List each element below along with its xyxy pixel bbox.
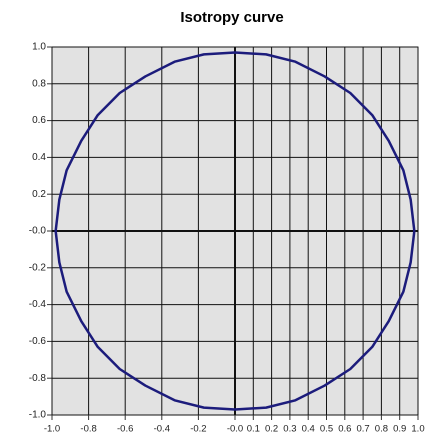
x-tick-label: 0.6 xyxy=(338,424,351,435)
x-tick-label: 0.7 xyxy=(356,424,369,435)
y-tick-label: 0.6 xyxy=(32,115,46,126)
x-tick-label: -0.0 xyxy=(227,424,243,435)
y-tick-label: -0.0 xyxy=(29,226,47,237)
x-tick-label: 0.4 xyxy=(302,424,315,435)
curve xyxy=(54,51,416,411)
x-tick-label: -0.6 xyxy=(117,424,133,435)
x-tick-label: 0.2 xyxy=(265,424,278,435)
y-tick-label: 1.0 xyxy=(32,42,46,53)
y-tick-label: -0.8 xyxy=(29,373,47,384)
y-tick-label: 0.2 xyxy=(32,189,46,200)
y-tick-label: -1.0 xyxy=(29,410,47,421)
y-tick-label: 0.4 xyxy=(32,152,46,163)
chart-title: Isotropy curve xyxy=(180,9,283,26)
y-tick-label: -0.6 xyxy=(29,336,47,347)
x-tick-label: 0.5 xyxy=(320,424,333,435)
y-tick-label: 0.8 xyxy=(32,78,46,89)
x-tick-label: 0.1 xyxy=(247,424,260,435)
x-tick-label: 1.0 xyxy=(411,424,424,435)
x-tick-label: 0.8 xyxy=(375,424,388,435)
x-tick-label: 0.3 xyxy=(283,424,296,435)
y-tick-label: -0.2 xyxy=(29,262,47,273)
x-tick-label: -0.2 xyxy=(190,424,206,435)
x-tick-label: -1.0 xyxy=(44,424,60,435)
x-tick-label: -0.8 xyxy=(80,424,96,435)
y-tick-label: -0.4 xyxy=(29,299,47,310)
x-tick-label: 0.9 xyxy=(393,424,406,435)
x-tick-label: -0.4 xyxy=(154,424,170,435)
